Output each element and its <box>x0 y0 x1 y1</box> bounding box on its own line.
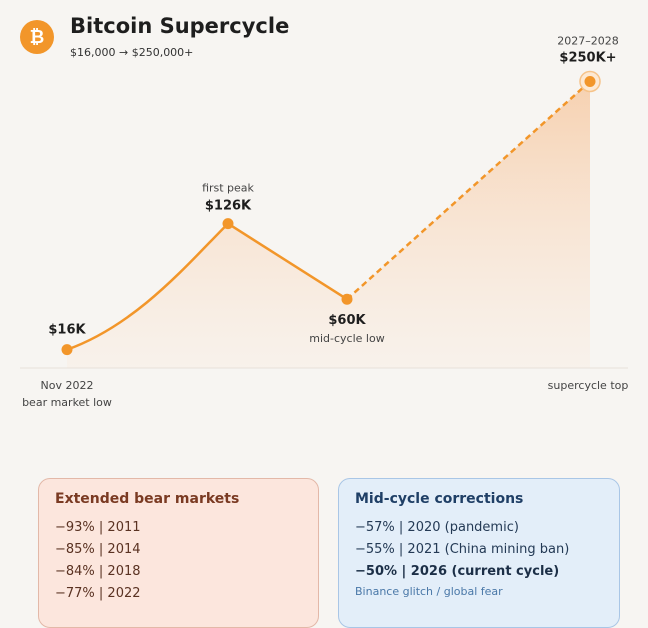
data-point <box>341 293 353 305</box>
x-axis-label: Nov 2022 <box>41 379 94 392</box>
data-point <box>222 218 234 230</box>
supercycle-chart: $16K first peak $126K $60K mid-cycle low 2027… <box>20 34 629 409</box>
list-item: −85% | 2014 <box>55 542 141 557</box>
mid-cycle-title: Mid-cycle corrections <box>355 491 524 507</box>
data-label: $60K <box>328 313 366 328</box>
point-caption: 2027–2028 <box>557 34 619 47</box>
page-subtitle: $16,000 → $250,000+ <box>70 46 194 59</box>
page-title: Bitcoin Supercycle <box>70 14 290 38</box>
series-line-solid <box>66 222 348 351</box>
list-item: −93% | 2011 <box>55 520 141 535</box>
bear-markets-panel: Extended bear markets −93% | 2011 −85% |… <box>38 478 319 628</box>
bitcoin-icon: ₿ <box>20 20 54 54</box>
chart-area <box>67 81 590 368</box>
list-item: −50% | 2026 (current cycle) <box>355 564 560 579</box>
mid-cycle-panel: Mid-cycle corrections −57% | 2020 (pande… <box>338 478 620 628</box>
point-caption: first peak <box>202 182 254 195</box>
list-item: −84% | 2018 <box>55 564 141 579</box>
bear-markets-list: −93% | 2011 −85% | 2014 −84% | 2018 −77%… <box>55 517 302 605</box>
bear-markets-title: Extended bear markets <box>55 491 240 507</box>
list-item: −77% | 2022 <box>55 586 141 601</box>
data-point <box>584 75 596 87</box>
data-label: $16K <box>48 323 86 338</box>
point-caption: mid-cycle low <box>309 332 384 345</box>
data-label: $126K <box>205 199 252 214</box>
data-label: $250K+ <box>559 50 616 65</box>
list-item: −55% | 2021 (China mining ban) <box>355 542 570 557</box>
mid-cycle-list: −57% | 2020 (pandemic) −55% | 2021 (Chin… <box>355 517 603 583</box>
mid-cycle-note: Binance glitch / global fear <box>355 585 503 598</box>
list-item: −57% | 2020 (pandemic) <box>355 520 519 535</box>
x-axis-sublabel: bear market low <box>22 396 112 409</box>
data-point <box>61 344 73 356</box>
x-axis-label: supercycle top <box>548 379 629 392</box>
series-line-projection <box>346 80 591 301</box>
